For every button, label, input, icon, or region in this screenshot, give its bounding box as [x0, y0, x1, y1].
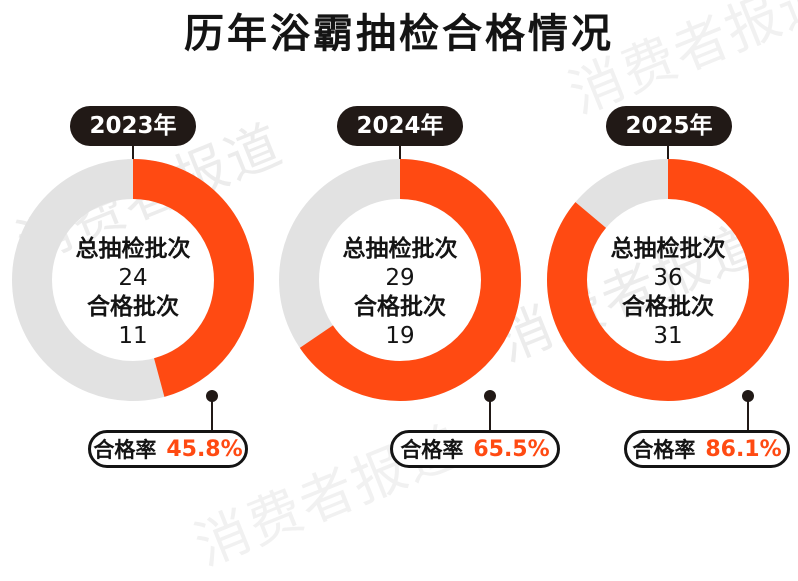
donut-pass-arc [547, 159, 789, 401]
year-badge-2023: 2023年 [70, 106, 196, 146]
rate-connector-dot [206, 390, 218, 402]
donut-pass-arc [279, 159, 521, 401]
qualified-batches-value: 31 [653, 323, 683, 349]
year-badge-2025: 2025年 [606, 106, 732, 146]
pass-rate-value: 86.1% [705, 436, 782, 462]
rate-connector-dot [484, 390, 496, 402]
total-batches-value: 24 [118, 265, 148, 291]
pass-rate-label: 合格率 [632, 438, 696, 462]
total-batches-value: 36 [653, 265, 683, 291]
total-batches-label: 总抽检批次 [610, 236, 726, 262]
qualified-batches-value: 11 [118, 323, 148, 349]
pass-rate-value: 45.8% [166, 436, 243, 462]
center-stats-2024: 总抽检批次 29 合格批次 19 [300, 234, 500, 350]
total-batches-value: 29 [385, 265, 415, 291]
center-stats-2025: 总抽检批次 36 合格批次 31 [568, 234, 768, 350]
qualified-batches-label: 合格批次 [354, 294, 446, 320]
pass-rate-value: 65.5% [473, 436, 550, 462]
qualified-batches-label: 合格批次 [87, 294, 179, 320]
page-title: 历年浴霸抽检合格情况 [184, 11, 614, 57]
pass-rate-label: 合格率 [93, 438, 157, 462]
qualified-batches-label: 合格批次 [622, 294, 714, 320]
total-batches-label: 总抽检批次 [75, 236, 191, 262]
year-badge-2024: 2024年 [337, 106, 463, 146]
pass-rate-badge-2024: 合格率 65.5% [390, 430, 560, 468]
qualified-batches-value: 19 [385, 323, 415, 349]
center-stats-2023: 总抽检批次 24 合格批次 11 [33, 234, 233, 350]
pass-rate-badge-2023: 合格率 45.8% [88, 430, 248, 468]
total-batches-label: 总抽检批次 [342, 236, 458, 262]
donut-chart-svg [12, 146, 789, 432]
pass-rate-badge-2025: 合格率 86.1% [624, 430, 790, 468]
pass-rate-label: 合格率 [400, 438, 464, 462]
rate-connector-dot [742, 390, 754, 402]
donut-pass-arc [12, 159, 254, 401]
